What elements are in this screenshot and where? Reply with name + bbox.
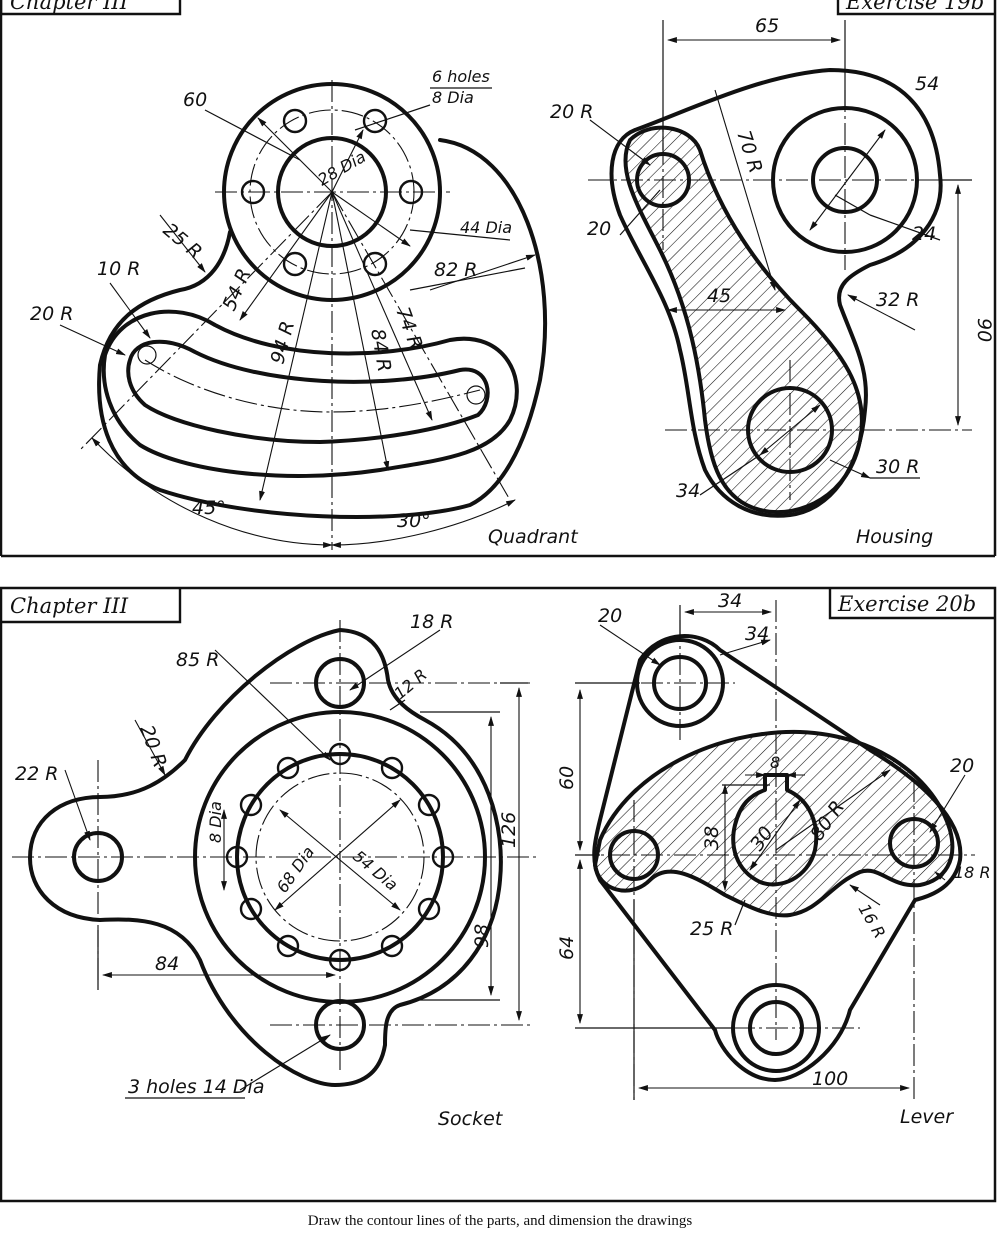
lever-34b-label: 34: [745, 623, 769, 645]
housing-90-label: 90: [973, 318, 995, 342]
lever-100-label: 100: [812, 1068, 848, 1090]
housing-30r-label: 30 R: [876, 456, 919, 478]
top-left-header: Chapter III: [10, 0, 129, 14]
socket-22r-label: 22 R: [15, 763, 58, 785]
housing-32r-label: 32 R: [876, 289, 919, 311]
socket-54dia-label: 54 Dia: [349, 847, 401, 895]
socket-68dia-label: 68 Dia: [273, 843, 318, 897]
lever-34a-label: 34: [718, 590, 742, 612]
quadrant-20r-label: 20 R: [30, 303, 73, 325]
lever-16r-label: 16 R: [855, 901, 890, 942]
lever-25r-label: 25 R: [690, 918, 733, 940]
socket-name: Socket: [438, 1108, 504, 1130]
quadrant-84r-label: 84 R: [366, 327, 395, 374]
socket-holes-label: 3 holes 14 Dia: [128, 1076, 264, 1098]
quadrant-45deg-label: 45°: [192, 497, 226, 519]
socket-85r-label: 85 R: [176, 649, 219, 671]
quadrant-25r-label: 25 R: [159, 219, 206, 264]
lever-18r-label: 18 R: [954, 863, 991, 882]
socket-98-label: 98: [471, 924, 493, 948]
lever-38-label: 38: [701, 826, 723, 850]
housing-name: Housing: [856, 526, 933, 548]
socket-8dia-label: 8 Dia: [206, 801, 225, 843]
quadrant-30deg-label: 30°: [397, 510, 431, 532]
lever-drawing: [575, 600, 975, 1100]
quadrant-10r-label: 10 R: [97, 258, 140, 280]
housing-24-label: 24: [912, 223, 936, 245]
lever-8-label: 8: [770, 753, 780, 772]
socket-84-label: 84: [155, 953, 179, 975]
housing-65-label: 65: [755, 15, 779, 37]
quadrant-94r-label: 94 R: [267, 319, 299, 367]
housing-45-label: 45: [707, 285, 731, 307]
housing-drawing: [588, 20, 972, 518]
lever-64-label: 64: [556, 936, 578, 960]
lever-60-label: 60: [556, 766, 578, 790]
housing-70r-label: 70 R: [732, 128, 766, 176]
socket-header: Chapter III: [10, 594, 129, 618]
housing-20r-label: 20 R: [550, 101, 593, 123]
quadrant-74r-label: 74 R: [391, 304, 427, 352]
socket-18r-label: 18 R: [410, 611, 453, 633]
top-panel-frame: [0, 0, 997, 558]
bottom-panel-frame: [0, 586, 997, 1203]
top-right-header-box: Exercise 19b: [836, 0, 995, 16]
socket-drawing: [12, 620, 540, 1099]
lever-name: Lever: [900, 1106, 954, 1128]
housing-54-label: 54: [915, 73, 939, 95]
caption: Draw the contour lines of the parts, and…: [308, 1213, 693, 1229]
housing-34-label: 34: [676, 480, 700, 502]
lever-20b-label: 20: [950, 755, 974, 777]
quadrant-60-label: 60: [183, 89, 207, 111]
quadrant-name: Quadrant: [488, 526, 579, 548]
quadrant-82r-label: 82 R: [434, 259, 477, 281]
socket-126-label: 126: [498, 812, 520, 848]
lever-20a-label: 20: [598, 605, 622, 627]
top-left-header-box: Chapter III: [0, 0, 182, 16]
quadrant-holes-label: 6 holes: [432, 67, 490, 86]
socket-20r-label: 20 R: [135, 722, 171, 770]
quadrant-44dia-label: 44 Dia: [460, 218, 512, 237]
lever-header: Exercise 20b: [837, 592, 976, 616]
top-right-header: Exercise 19b: [845, 0, 984, 14]
quadrant-28dia-label: 28 Dia: [315, 147, 370, 189]
quadrant-drawing: [59, 80, 548, 550]
quadrant-holes-dia-label: 8 Dia: [432, 88, 474, 107]
housing-20-label: 20: [587, 218, 611, 240]
